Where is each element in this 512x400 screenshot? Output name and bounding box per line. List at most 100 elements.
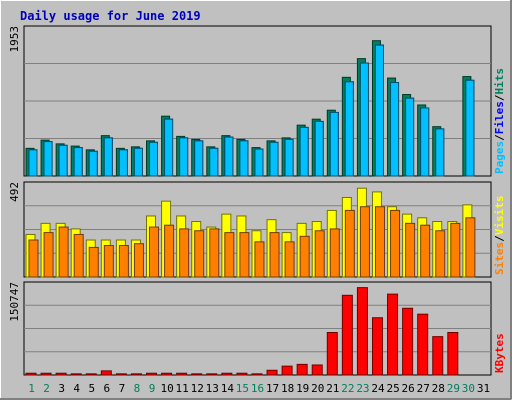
legend-entry: / <box>493 94 506 101</box>
bar-pages-day-15 <box>239 140 249 177</box>
bar-pages-day-17 <box>269 141 279 177</box>
bar-pages-day-8 <box>133 147 143 177</box>
bar-kbytes-day-4 <box>70 373 82 376</box>
bar-kbytes-day-20 <box>311 364 323 376</box>
bar-kbytes-day-17 <box>266 369 278 376</box>
bar-kbytes-day-12 <box>191 373 203 376</box>
x-tick-label: 2 <box>43 382 50 395</box>
bar-kbytes-day-7 <box>115 373 127 376</box>
bar-sites-day-5 <box>88 246 99 278</box>
bar-sites-day-8 <box>133 243 144 278</box>
bar-kbytes-day-16 <box>251 373 263 376</box>
bar-pages-day-12 <box>194 140 204 177</box>
bar-pages-day-23 <box>359 62 369 177</box>
bar-sites-day-11 <box>179 228 190 278</box>
legend-entry: / <box>493 134 506 141</box>
bar-pages-day-18 <box>284 138 294 177</box>
bar-kbytes-day-13 <box>206 373 218 376</box>
bar-kbytes-day-25 <box>387 293 399 376</box>
bar-pages-day-25 <box>390 82 400 177</box>
bar-sites-day-14 <box>224 232 235 278</box>
bar-kbytes-day-9 <box>146 372 158 376</box>
bar-sites-day-25 <box>390 209 401 278</box>
x-axis-labels: 1 2 3 4 5 6 7 8 9 10 11 12 13 14 15 16 17 18 19 20 21 22 23 24 2… <box>28 382 490 395</box>
panel-visits-sites: 492 Sites/Visits <box>8 181 506 278</box>
x-tick-label: 1 <box>28 382 35 395</box>
bar-sites-day-15 <box>239 232 250 278</box>
bar-pages-day-30 <box>465 79 475 177</box>
bar-sites-day-22 <box>344 209 355 278</box>
bar-pages-day-22 <box>344 81 354 177</box>
bar-sites-day-21 <box>329 228 340 278</box>
x-tick-label: 13 <box>206 382 219 395</box>
bar-pages-day-19 <box>299 126 309 177</box>
x-tick-label: 26 <box>402 382 415 395</box>
bar-sites-day-9 <box>149 226 160 278</box>
panel-kbytes: 150747 KBytes <box>8 281 506 376</box>
bar-pages-day-4 <box>73 147 83 177</box>
bar-kbytes-day-2 <box>40 372 52 376</box>
svg-text:KBytes: KBytes <box>493 333 506 373</box>
bar-sites-day-17 <box>269 232 280 278</box>
bar-kbytes-day-6 <box>100 370 112 376</box>
x-tick-label: 17 <box>266 382 279 395</box>
x-tick-label: 11 <box>176 382 189 395</box>
bar-sites-day-16 <box>254 241 265 278</box>
x-tick-label: 27 <box>417 382 430 395</box>
bar-sites-day-30 <box>465 217 476 278</box>
legend-entry: Sites <box>493 242 506 275</box>
legend-entry: Hits <box>493 68 506 95</box>
bar-pages-day-20 <box>314 120 324 177</box>
x-tick-label: 3 <box>58 382 65 395</box>
bar-pages-day-26 <box>405 97 415 177</box>
bar-pages-day-7 <box>118 149 128 177</box>
bar-pages-day-6 <box>103 137 113 177</box>
bar-sites-day-24 <box>374 206 385 278</box>
bar-kbytes-day-8 <box>130 373 142 376</box>
bar-kbytes-day-14 <box>221 372 233 376</box>
x-tick-label: 30 <box>462 382 475 395</box>
bar-sites-day-13 <box>209 228 220 278</box>
legend: Pages/Files/Hits <box>493 68 506 174</box>
x-tick-label: 29 <box>447 382 460 395</box>
bar-sites-day-10 <box>164 224 175 278</box>
x-tick-label: 6 <box>104 382 111 395</box>
bar-pages-day-3 <box>58 144 68 177</box>
legend-entry: Pages <box>493 141 506 174</box>
bar-kbytes-day-11 <box>176 372 188 376</box>
x-tick-label: 12 <box>191 382 204 395</box>
chart-title: Daily usage for June 2019 <box>20 9 201 23</box>
bar-sites-day-2 <box>43 232 54 278</box>
x-tick-label: 10 <box>160 382 173 395</box>
bar-kbytes-day-21 <box>326 331 338 376</box>
bar-pages-day-27 <box>420 107 430 177</box>
bar-pages-day-13 <box>209 147 219 177</box>
bar-sites-day-18 <box>284 241 295 278</box>
bar-kbytes-day-24 <box>371 317 383 376</box>
bar-pages-day-16 <box>254 148 264 177</box>
bar-pages-day-24 <box>374 44 384 177</box>
x-tick-label: 8 <box>134 382 141 395</box>
bar-pages-day-9 <box>149 141 159 177</box>
legend: Sites/Visits <box>493 196 506 276</box>
bar-kbytes-day-3 <box>55 372 67 376</box>
bar-pages-day-5 <box>88 150 98 177</box>
bar-kbytes-day-23 <box>356 287 368 376</box>
bar-kbytes-day-5 <box>85 373 97 376</box>
x-tick-label: 19 <box>296 382 309 395</box>
bar-sites-day-12 <box>194 230 205 278</box>
bar-sites-day-6 <box>103 245 114 278</box>
bar-pages-day-10 <box>164 118 174 177</box>
bar-kbytes-day-27 <box>417 313 429 376</box>
x-tick-label: 24 <box>371 382 385 395</box>
bar-sites-day-28 <box>435 230 446 278</box>
bar-pages-day-2 <box>43 141 53 177</box>
svg-text:Sites/Visits: Sites/Visits <box>493 196 506 276</box>
x-tick-label: 5 <box>88 382 95 395</box>
bar-sites-day-23 <box>359 206 370 278</box>
bar-sites-day-20 <box>314 230 325 278</box>
bar-pages-day-1 <box>28 149 38 177</box>
legend-entry: Files <box>493 101 506 134</box>
